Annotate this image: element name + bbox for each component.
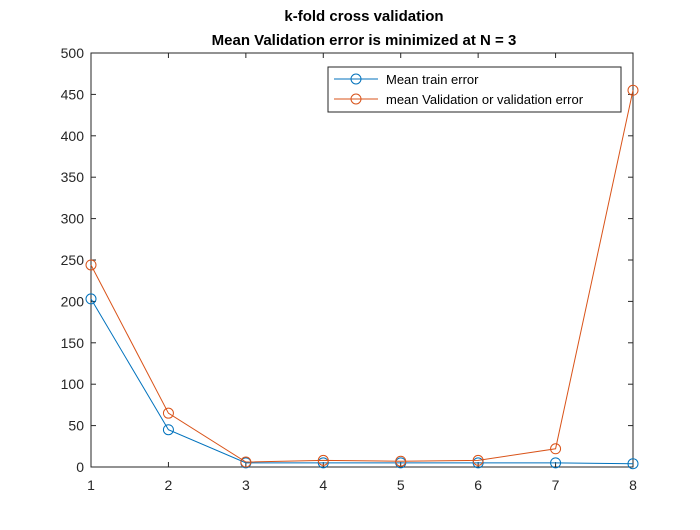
legend: Mean train error mean Validation or valid… <box>327 66 622 113</box>
series-layer <box>85 84 639 470</box>
y-tick-label: 500 <box>61 45 85 61</box>
x-tick-label: 1 <box>87 477 95 493</box>
y-axis: 0 50 100 150 200 250 300 350 400 450 500 <box>61 45 633 475</box>
x-tick-label: 6 <box>474 477 482 493</box>
x-tick-label: 2 <box>165 477 173 493</box>
y-tick-label: 450 <box>61 86 85 102</box>
y-tick-label: 350 <box>61 169 85 185</box>
y-tick-label: 400 <box>61 128 85 144</box>
data-point <box>627 84 639 96</box>
y-tick-label: 250 <box>61 252 85 268</box>
data-point <box>550 443 562 455</box>
data-point <box>317 454 329 466</box>
data-point <box>85 259 97 271</box>
x-tick-label: 4 <box>319 477 327 493</box>
data-point <box>162 424 174 436</box>
plot-area <box>90 52 634 468</box>
y-tick-label: 0 <box>76 459 84 475</box>
data-point <box>395 455 407 467</box>
x-tick-label: 7 <box>552 477 560 493</box>
y-tick-label: 300 <box>61 211 85 227</box>
data-point <box>627 458 639 470</box>
legend-label: Mean train error <box>386 72 479 87</box>
data-point <box>472 454 484 466</box>
x-tick-label: 8 <box>629 477 637 493</box>
legend-entry: mean Validation or validation error <box>334 92 584 107</box>
legend-label: mean Validation or validation error <box>386 92 584 107</box>
y-tick-label: 150 <box>61 335 85 351</box>
data-point <box>550 457 562 469</box>
legend-marker <box>350 93 362 105</box>
y-tick-label: 200 <box>61 293 85 309</box>
legend-marker <box>350 73 362 85</box>
data-point <box>162 407 174 419</box>
x-tick-label: 3 <box>242 477 250 493</box>
legend-entry: Mean train error <box>334 72 479 87</box>
series-2 <box>85 84 639 468</box>
legend-box <box>327 66 622 113</box>
data-point <box>317 457 329 469</box>
y-tick-label: 50 <box>68 418 84 434</box>
y-tick-label: 100 <box>61 376 85 392</box>
chart-title: k-fold cross validation <box>284 8 443 25</box>
data-point <box>85 293 97 305</box>
x-tick-label: 5 <box>397 477 405 493</box>
chart-subtitle: Mean Validation error is minimized at N … <box>212 32 517 49</box>
data-point <box>240 456 252 468</box>
series-line <box>90 298 634 465</box>
data-point <box>472 457 484 469</box>
series-line <box>90 90 634 463</box>
